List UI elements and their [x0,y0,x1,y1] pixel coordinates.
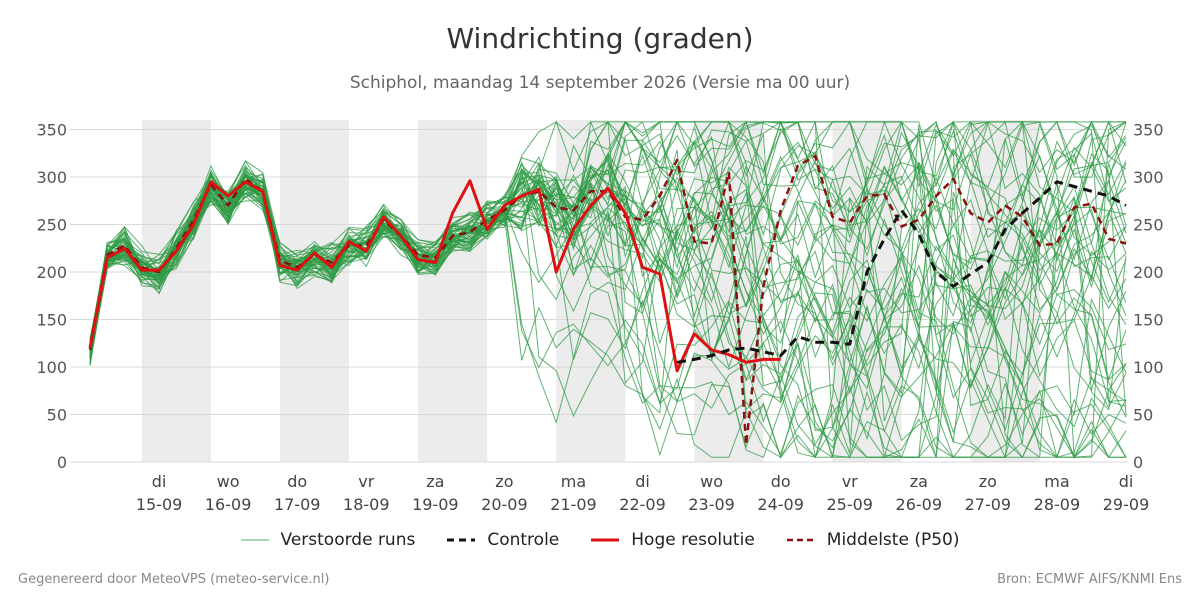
chart-legend: Verstoorde runs Controle Hoge resolutie … [0,530,1200,550]
y-tick-label-left: 150 [36,311,67,330]
x-tick-label-day: di [152,472,167,491]
ensemble-member-line [89,157,1127,405]
shaded-day-band [141,120,211,462]
shaded-day-band [279,120,349,462]
chart-title: Windrichting (graden) [446,22,754,55]
legend-item-ensemble: Verstoorde runs [240,530,416,550]
x-tick-label-date: 19-09 [412,495,459,514]
y-tick-label-left: 100 [36,358,67,377]
x-tick-label-day: ma [1044,472,1069,491]
x-tick-label-day: wo [700,472,723,491]
x-tick-label-day: za [910,472,928,491]
legend-label-median: Middelste (P50) [826,530,960,550]
footer-source: Bron: ECMWF AIFS/KNMI Ens [997,572,1182,587]
x-tick-label-date: 16-09 [205,495,252,514]
x-tick-label-date: 18-09 [343,495,390,514]
y-tick-label-left: 200 [36,263,67,282]
hires-line [88,179,781,373]
chart-subtitle: Schiphol, maandag 14 september 2026 (Ver… [349,73,851,93]
x-tick-label-day: di [635,472,650,491]
ensemble-member-line [89,121,1127,349]
x-tick-label-day: ma [561,472,586,491]
x-tick-label-day: zo [979,472,997,491]
legend-item-hires: Hoge resolutie [591,530,755,550]
x-tick-label-day: vr [358,472,374,491]
y-tick-label-left: 50 [47,406,67,425]
x-tick-label-date: 25-09 [826,495,873,514]
ensemble-member-line [89,124,1127,407]
x-tick-label-date: 21-09 [550,495,597,514]
ensemble-member-line [89,120,1127,356]
ensemble-member-line [89,121,1127,356]
x-tick-label-date: 28-09 [1034,495,1081,514]
x-tick-label-day: za [426,472,444,491]
y-tick-label-right: 250 [1133,216,1164,235]
legend-label-control: Controle [487,530,560,550]
y-tick-label-right: 200 [1133,263,1164,282]
x-tick-label-day: zo [495,472,513,491]
x-tick-label-date: 27-09 [965,495,1012,514]
y-tick-label-left: 350 [36,121,67,140]
y-tick-label-left: 0 [57,453,67,472]
y-tick-label-right: 150 [1133,311,1164,330]
legend-item-control: Controle [447,530,559,550]
x-tick-label-date: 17-09 [274,495,321,514]
legend-label-ensemble: Verstoorde runs [280,530,416,550]
x-tick-label-day: di [1119,472,1134,491]
x-tick-label-date: 29-09 [1103,495,1150,514]
x-tick-label-date: 26-09 [896,495,943,514]
y-tick-label-left: 300 [36,168,67,187]
control-line [676,180,1127,364]
legend-item-median: Middelste (P50) [786,530,960,550]
ensemble-member-line [89,121,1127,459]
ensemble-member-line [89,120,1127,358]
shaded-day-band [418,120,488,462]
median-line [88,154,1127,447]
x-tick-label-day: do [771,472,791,491]
x-tick-label-day: vr [842,472,858,491]
y-tick-label-right: 50 [1133,406,1153,425]
y-tick-label-right: 0 [1133,453,1143,472]
x-tick-label-day: wo [217,472,240,491]
x-tick-label-date: 23-09 [688,495,735,514]
x-tick-label-day: do [287,472,307,491]
x-tick-label-date: 20-09 [481,495,528,514]
ensemble-member-line [89,120,1127,458]
x-tick-label-date: 15-09 [136,495,183,514]
y-tick-label-left: 250 [36,216,67,235]
footer-generated-by: Gegenereerd door MeteoVPS (meteo-service… [18,572,330,587]
y-tick-label-right: 350 [1133,121,1164,140]
legend-label-hires: Hoge resolutie [631,530,755,550]
x-tick-label-date: 22-09 [619,495,666,514]
y-tick-label-right: 100 [1133,358,1164,377]
y-tick-label-right: 300 [1133,168,1164,187]
x-tick-label-date: 24-09 [757,495,804,514]
